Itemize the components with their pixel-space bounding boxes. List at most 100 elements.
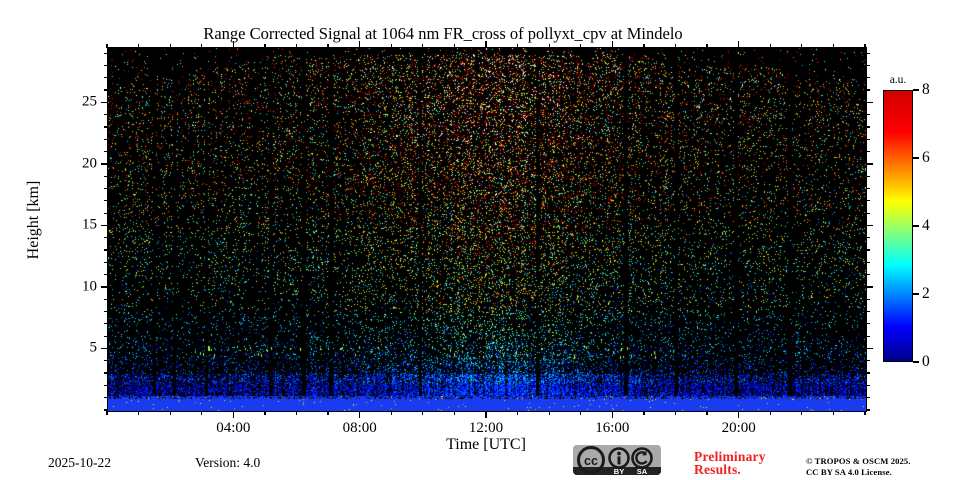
badge-sa-text: SA (637, 467, 648, 475)
x-tick-bot (390, 411, 392, 415)
y-tick-right (866, 409, 870, 411)
x-tick-top (327, 44, 329, 48)
x-tick-top (580, 44, 582, 48)
plot-area (107, 47, 867, 412)
x-tick-bot (548, 411, 550, 415)
colorbar-tick-label: 6 (922, 149, 930, 166)
colorbar-tick-label: 8 (922, 81, 930, 98)
y-tick-right (866, 286, 873, 288)
y-tick-right (866, 274, 870, 276)
y-tick-left (104, 52, 108, 54)
x-tick-top (864, 44, 866, 48)
x-tick-bot (611, 411, 614, 418)
y-tick-right (866, 175, 870, 177)
y-tick-left (101, 163, 108, 165)
y-tick-left (104, 397, 108, 399)
x-tick-bot (864, 411, 866, 415)
y-tick-right (866, 347, 873, 350)
y-tick-left (104, 360, 108, 362)
y-tick-left (101, 347, 108, 350)
colorbar-tick-label: 2 (922, 285, 930, 302)
y-tick-left (104, 126, 108, 128)
y-tick-right (866, 114, 870, 116)
x-tick-bot (201, 411, 203, 415)
y-tick-right (866, 261, 870, 263)
x-axis-label: Time [UTC] (446, 436, 526, 453)
y-tick-left (104, 89, 108, 91)
y-tick-left (104, 323, 108, 325)
colorbar-tick-label: 4 (922, 217, 930, 234)
x-tick-bot (422, 411, 424, 415)
y-tick-right (866, 310, 870, 313)
x-tick-bot (801, 411, 803, 415)
x-tick-top (801, 44, 803, 48)
cc-by-sa-license-icon[interactable]: cc BY SA (573, 445, 661, 475)
x-tick-label: 04:00 (216, 420, 251, 436)
lidar-heatmap-canvas (108, 48, 866, 411)
y-tick-right (866, 52, 870, 54)
y-tick-left (104, 335, 108, 337)
x-tick-top (453, 44, 455, 48)
x-tick-top (485, 41, 487, 48)
y-tick-left (104, 187, 108, 190)
x-tick-bot (264, 411, 266, 415)
preliminary-results-note: Preliminary Results. (694, 449, 766, 477)
x-tick-bot (169, 411, 171, 415)
x-tick-top (737, 41, 740, 48)
y-tick-left (104, 150, 108, 153)
y-tick-right (866, 384, 870, 386)
y-tick-left (104, 114, 108, 116)
y-tick-left (104, 372, 108, 374)
x-tick-bot (106, 411, 108, 415)
colorbar-tick-label: 0 (922, 353, 930, 370)
y-tick-right (866, 335, 870, 337)
colorbar-tick (913, 293, 919, 295)
x-tick-bot (358, 411, 361, 418)
x-tick-bot (674, 411, 677, 415)
x-tick-label: 16:00 (595, 420, 630, 436)
y-tick-left (104, 249, 108, 251)
y-tick-right (866, 249, 870, 251)
y-tick-left (104, 384, 108, 386)
x-tick-bot (453, 411, 455, 415)
y-tick-label: 20 (82, 155, 97, 172)
y-tick-right (866, 77, 870, 79)
x-tick-top (137, 44, 140, 48)
x-tick-top (548, 44, 550, 48)
y-tick-right (866, 397, 870, 399)
y-tick-right (866, 323, 870, 325)
y-tick-right (866, 237, 870, 239)
y-tick-right (866, 212, 870, 214)
x-tick-bot (516, 411, 519, 415)
copyright-line-2: CC BY SA 4.0 License. (806, 467, 892, 477)
preliminary-line-1: Preliminary (694, 449, 766, 464)
colorbar-tick (913, 89, 919, 91)
x-tick-top (201, 44, 203, 48)
x-tick-label: 08:00 (342, 420, 377, 436)
y-tick-right (866, 200, 870, 202)
y-tick-right (866, 150, 870, 153)
colorbar (883, 90, 913, 362)
colorbar-tick (913, 225, 919, 227)
y-tick-right (866, 372, 870, 374)
footer-version: Version: 4.0 (195, 455, 261, 470)
x-tick-bot (737, 411, 740, 418)
y-tick-left (104, 77, 108, 79)
cc-badge-svg: cc BY SA (573, 445, 661, 475)
x-tick-top (264, 44, 266, 48)
y-tick-right (866, 360, 870, 362)
x-tick-bot (232, 411, 235, 418)
y-tick-left (104, 200, 108, 202)
svg-text:cc: cc (584, 454, 598, 468)
page-title: Range Corrected Signal at 1064 nm FR_cro… (203, 24, 683, 43)
x-tick-bot (485, 411, 487, 418)
y-tick-label: 10 (82, 278, 97, 295)
y-tick-left (104, 310, 108, 313)
y-tick-left (104, 261, 108, 263)
x-tick-bot (643, 411, 645, 415)
x-tick-top (832, 44, 834, 48)
y-tick-right (866, 101, 873, 104)
x-tick-top (643, 44, 645, 48)
y-tick-right (866, 64, 870, 67)
